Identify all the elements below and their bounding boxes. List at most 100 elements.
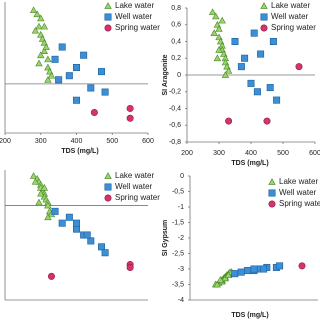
- data-point: [73, 219, 81, 227]
- y-tick-label: -3: [178, 266, 184, 273]
- x-tick-label: 600: [309, 150, 320, 157]
- data-point: [29, 6, 38, 14]
- y-tick-label: -0,5: [172, 188, 184, 195]
- y-tick-label: 0,6: [171, 22, 181, 29]
- legend-label: Well water: [279, 188, 317, 197]
- data-point: [44, 201, 52, 209]
- legend-label: Spring water: [115, 193, 160, 202]
- data-point: [73, 96, 81, 104]
- x-tick-label: 500: [106, 138, 118, 145]
- data-point: [80, 51, 88, 59]
- data-point: [58, 43, 66, 51]
- data-point: [65, 213, 73, 221]
- data-point: [237, 63, 245, 71]
- y-tick-label: -1,5: [172, 219, 184, 226]
- data-point: [213, 54, 222, 62]
- data-point: [225, 117, 233, 125]
- data-point: [40, 22, 49, 30]
- legend-label: Well water: [115, 12, 153, 21]
- data-point: [208, 8, 217, 16]
- data-point: [101, 249, 109, 257]
- data-point: [35, 198, 43, 206]
- data-point: [241, 54, 249, 62]
- legend-marker: [260, 24, 268, 32]
- legend-marker: [104, 13, 112, 21]
- data-point: [213, 280, 221, 288]
- y-tick-label: -0,8: [169, 139, 181, 146]
- legend-marker: [104, 172, 112, 179]
- data-point: [215, 46, 223, 53]
- x-tick-label: 200: [181, 150, 193, 157]
- legend-marker: [260, 13, 268, 21]
- data-point: [29, 172, 38, 179]
- x-tick-label: 400: [71, 138, 83, 145]
- data-point: [90, 109, 98, 117]
- data-point: [216, 276, 225, 283]
- data-point: [247, 79, 255, 87]
- x-tick-label: 400: [245, 150, 257, 157]
- data-point: [44, 75, 52, 83]
- data-point: [266, 84, 274, 92]
- data-point: [126, 114, 134, 122]
- y-tick-label: -0,6: [169, 122, 181, 129]
- y-tick-label: -2: [178, 235, 184, 242]
- legend-label: Well water: [115, 182, 153, 191]
- legend-label: Lake water: [279, 177, 318, 186]
- data-point: [244, 267, 252, 275]
- legend-label: Spring water: [271, 23, 316, 32]
- data-point: [224, 66, 233, 74]
- data-point: [65, 72, 73, 80]
- legend-label: Lake water: [271, 1, 310, 10]
- x-axis-title: TDS (mg/L): [231, 160, 268, 167]
- data-point: [253, 88, 261, 96]
- legend-label: Spring water: [279, 199, 320, 208]
- x-tick-label: 600: [142, 138, 154, 145]
- data-point: [31, 26, 40, 34]
- y-tick-label: -2,5: [172, 250, 184, 257]
- y-tick-label: -0,2: [169, 89, 181, 96]
- y-tick-label: -4: [178, 297, 184, 304]
- legend-marker: [104, 24, 112, 32]
- y-tick-label: 0: [180, 173, 184, 180]
- data-point: [212, 12, 220, 20]
- x-tick-label: 300: [213, 150, 225, 157]
- legend-label: Well water: [271, 12, 309, 21]
- data-point: [58, 219, 66, 227]
- data-point: [231, 37, 239, 45]
- data-point: [260, 265, 268, 273]
- data-point: [224, 271, 233, 279]
- data-point: [231, 270, 239, 278]
- data-point: [218, 16, 226, 24]
- data-point: [298, 262, 306, 270]
- x-axis-title: TDS (mg/L): [231, 312, 268, 319]
- legend-marker: [104, 194, 112, 202]
- data-point: [44, 213, 52, 221]
- data-point: [98, 68, 106, 76]
- x-tick-label: 200: [0, 138, 11, 145]
- legend-marker: [260, 2, 268, 9]
- data-point: [269, 37, 277, 45]
- legend-label: Lake water: [115, 171, 154, 180]
- data-point: [73, 64, 81, 72]
- data-point: [126, 263, 134, 271]
- data-point: [40, 183, 49, 191]
- x-tick-label: 300: [35, 138, 47, 145]
- data-point: [221, 71, 230, 78]
- data-point: [37, 51, 45, 59]
- data-point: [37, 189, 45, 197]
- y-tick-label: 0,8: [171, 5, 181, 12]
- data-point: [87, 84, 95, 92]
- legend-marker: [104, 2, 112, 9]
- data-point: [44, 55, 52, 63]
- data-point: [55, 76, 63, 84]
- legend-label: Lake water: [115, 1, 154, 10]
- data-point: [40, 47, 49, 54]
- data-point: [250, 265, 258, 273]
- data-point: [250, 29, 258, 37]
- x-tick-label: 500: [277, 150, 289, 157]
- legend-marker: [268, 200, 276, 208]
- data-point: [37, 14, 45, 22]
- data-point: [31, 178, 40, 185]
